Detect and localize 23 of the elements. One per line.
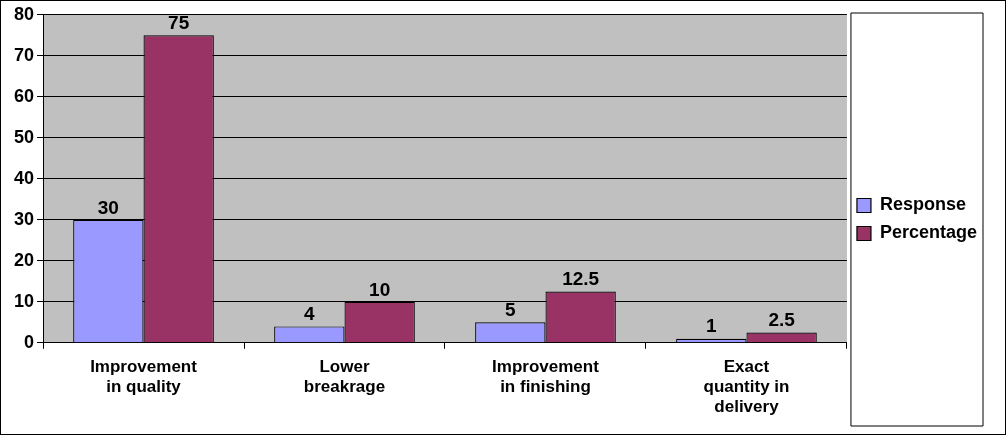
y-tick-label: 20 [13, 249, 35, 270]
y-tick-label: 30 [13, 208, 35, 229]
data-label: 75 [168, 12, 190, 34]
y-tick-label: 70 [13, 44, 35, 65]
x-tick-label: Improvement in finishing [492, 356, 600, 397]
data-label: 30 [97, 196, 119, 218]
y-tick-label: 10 [13, 290, 35, 311]
legend-label: Response [879, 194, 966, 215]
y-tick-label: 40 [13, 167, 35, 188]
data-label: 10 [369, 278, 391, 300]
y-tick-label: 0 [24, 331, 35, 352]
y-tick-label: 60 [13, 85, 35, 106]
data-label: 2.5 [768, 309, 796, 331]
legend-label: Percentage [879, 222, 978, 243]
x-tick-label: Improvement in quality [90, 356, 198, 397]
data-label: 5 [505, 299, 517, 321]
y-tick-label: 80 [13, 3, 35, 24]
data-label: 4 [304, 303, 316, 325]
x-tick-label: Lower breakrage [303, 356, 386, 397]
data-label: 12.5 [562, 268, 600, 290]
y-tick-label: 50 [13, 126, 35, 147]
data-label: 1 [706, 315, 717, 337]
x-tick-label: Exact quantity in delivery [703, 356, 790, 417]
